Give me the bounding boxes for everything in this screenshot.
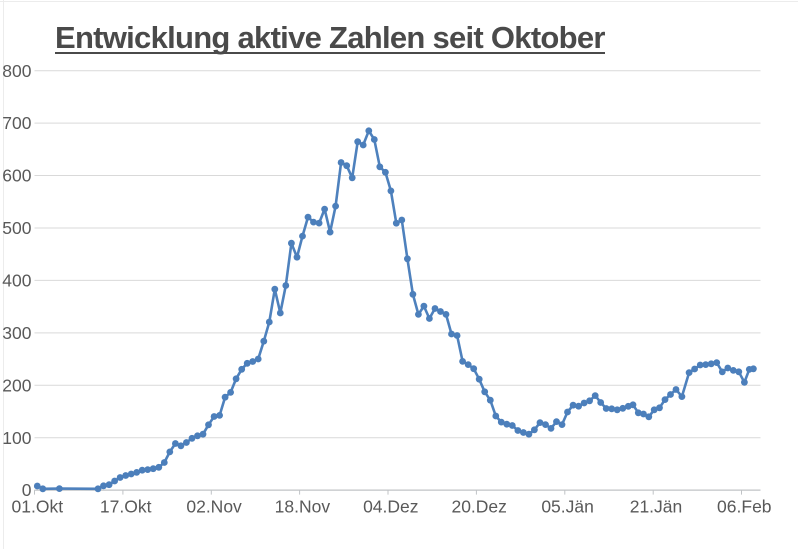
svg-text:300: 300 — [2, 323, 31, 343]
svg-text:20.Dez: 20.Dez — [451, 496, 506, 516]
svg-text:800: 800 — [2, 61, 31, 81]
svg-text:500: 500 — [2, 218, 31, 238]
svg-text:200: 200 — [2, 375, 31, 395]
svg-text:600: 600 — [2, 166, 31, 186]
svg-text:04.Dez: 04.Dez — [363, 496, 418, 516]
svg-text:21.Jän: 21.Jän — [630, 496, 683, 516]
svg-text:18.Nov: 18.Nov — [275, 496, 331, 516]
svg-text:17.Okt: 17.Okt — [100, 496, 152, 516]
svg-text:02.Nov: 02.Nov — [186, 496, 242, 516]
svg-text:06.Feb: 06.Feb — [717, 496, 771, 516]
svg-text:100: 100 — [2, 428, 31, 448]
svg-text:05.Jän: 05.Jän — [541, 496, 594, 516]
svg-text:01.Okt: 01.Okt — [12, 496, 64, 516]
svg-text:0: 0 — [22, 480, 32, 500]
svg-text:700: 700 — [2, 113, 31, 133]
svg-text:400: 400 — [2, 271, 31, 291]
